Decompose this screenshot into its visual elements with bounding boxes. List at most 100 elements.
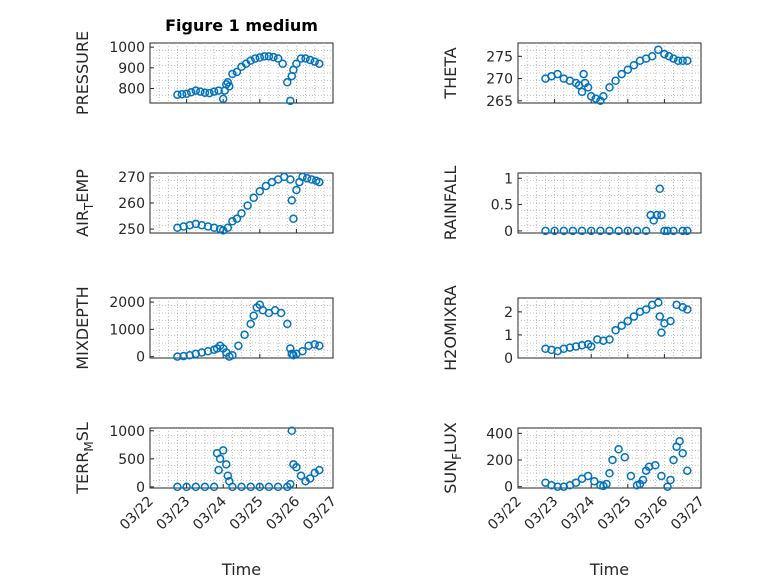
subplot-theta: 265 270 275 THETA [441, 42, 702, 110]
data-point [228, 351, 237, 360]
data-point [666, 316, 675, 326]
data-point [605, 469, 614, 478]
y-tick-label: 2 [504, 305, 513, 321]
data-point [611, 76, 620, 86]
data-point [310, 57, 319, 66]
y-axis-label-rest: SL [73, 422, 92, 441]
data-point [669, 54, 678, 63]
data-point [602, 479, 611, 489]
data-point [586, 342, 596, 351]
y-tick-label: 260 [118, 196, 145, 212]
data-point [286, 96, 295, 106]
data-point [673, 56, 683, 66]
data-point [599, 92, 608, 101]
y-axis-label: PRESSURE [73, 31, 92, 115]
data-point [214, 86, 223, 95]
data-point [209, 482, 219, 492]
data-point [286, 175, 295, 184]
data-point [596, 226, 605, 236]
data-point [246, 482, 255, 492]
data-point [234, 341, 243, 350]
y-axis-label-subscript: F [450, 453, 464, 460]
data-point [191, 219, 201, 229]
data-point [215, 454, 225, 464]
y-tick-label: 1000 [109, 40, 145, 56]
data-point [614, 226, 623, 236]
data-point [583, 83, 593, 92]
data-point [664, 52, 674, 61]
data-point [287, 426, 297, 436]
y-tick-label: 275 [486, 49, 513, 65]
data-point [657, 328, 666, 337]
data-point [273, 54, 283, 63]
data-point [296, 471, 306, 480]
data-point [605, 335, 614, 344]
data-point [583, 471, 593, 481]
data-point [246, 319, 255, 329]
y-tick-label: 0 [136, 350, 145, 366]
data-point [553, 482, 562, 491]
data-point [255, 53, 265, 62]
subplot-h2omixra: 0 1 2 H2OMIXRA [441, 285, 702, 371]
y-tick-label: 0.5 [491, 198, 513, 214]
data-point [302, 173, 312, 183]
data-point [541, 226, 550, 236]
data-point [269, 52, 278, 62]
data-point [298, 346, 307, 356]
data-point [286, 344, 295, 353]
data-point [571, 342, 581, 351]
x-tick-label: 03/26 [631, 493, 671, 533]
data-point [623, 65, 633, 74]
data-point [683, 226, 692, 236]
data-point [586, 226, 596, 236]
data-point [273, 482, 283, 492]
data-point [678, 226, 687, 236]
data-point [660, 49, 669, 59]
data-point [296, 54, 306, 63]
x-tick-label: 03/23 [522, 494, 562, 534]
subplot-pressure: 800 900 1000 PRESSURE Figure 1 medium [73, 16, 334, 115]
y-axis-label: TERRMSL [73, 422, 96, 495]
y-tick-label: 800 [118, 82, 145, 98]
data-point [287, 349, 297, 359]
data-point [310, 340, 319, 349]
x-tick-label: 03/25 [227, 494, 267, 534]
data-point [214, 465, 223, 475]
data-point [678, 302, 687, 312]
data-point [182, 89, 191, 98]
x-tick-label: 03/22 [485, 494, 525, 534]
data-point [669, 226, 678, 236]
data-point [559, 226, 569, 236]
data-point [608, 455, 617, 465]
data-point [591, 94, 601, 103]
data-point [617, 69, 626, 79]
data-point [641, 305, 651, 314]
y-axis-label: H2OMIXRA [441, 285, 460, 371]
data-point [550, 226, 559, 236]
data-point [255, 187, 265, 196]
data-point [191, 86, 201, 95]
data-point [264, 52, 274, 61]
data-point [249, 311, 258, 320]
data-point [315, 177, 324, 187]
data-point [577, 341, 587, 350]
x-axis-label: Time [221, 560, 261, 579]
data-point [223, 223, 233, 233]
y-axis-label-base: AIR [73, 210, 92, 237]
data-point [287, 196, 297, 205]
data-point [660, 226, 669, 236]
data-point [577, 87, 587, 97]
y-axis-label: AIRTEMP [73, 169, 96, 237]
data-point [191, 349, 201, 359]
y-tick-label: 500 [118, 452, 145, 468]
data-point [196, 87, 205, 96]
data-point [283, 319, 292, 329]
subplot-mixdepth: 0 1000 2000 MIXDEPTH [73, 286, 334, 370]
data-point [223, 471, 233, 480]
data-point [179, 351, 188, 361]
data-point [237, 482, 246, 492]
data-point [654, 45, 663, 54]
